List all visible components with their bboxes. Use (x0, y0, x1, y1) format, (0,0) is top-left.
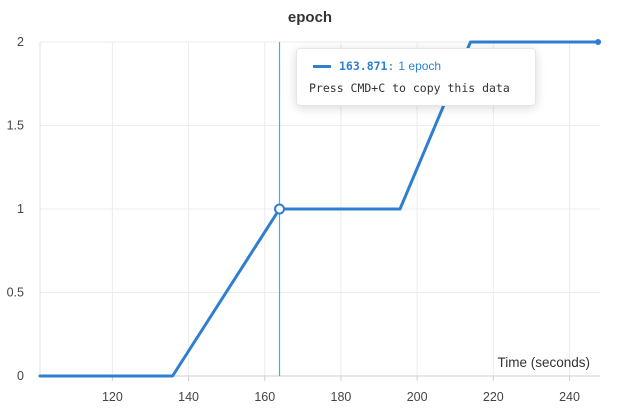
x-tick-label: 140 (178, 390, 199, 404)
series-line (38, 40, 600, 378)
x-tick-label: 200 (407, 390, 428, 404)
series-end-point (595, 39, 602, 45)
x-tick-label: 240 (559, 390, 580, 404)
x-tick-label: 180 (331, 390, 352, 404)
tooltip-separator: : (387, 59, 395, 73)
tooltip-swatch (313, 64, 331, 68)
tooltip: 163.871 : 1 epoch Press CMD+C to copy th… (296, 48, 536, 106)
x-tick-label: 220 (483, 390, 504, 404)
x-tick-label: 160 (254, 390, 275, 404)
tooltip-y-value: 1 epoch (398, 59, 442, 73)
y-tick-label: 1 (17, 202, 24, 216)
hover-point (274, 203, 286, 215)
tooltip-hint: Press CMD+C to copy this data (309, 81, 510, 95)
chart-title: epoch (288, 9, 332, 26)
series-epoch (38, 39, 602, 378)
x-axis-label: Time (seconds) (497, 355, 590, 370)
y-tick-label: 1.5 (7, 119, 24, 133)
tooltip-series-row: 163.871 : 1 epoch (309, 57, 523, 75)
x-tick-label: 120 (102, 390, 123, 404)
y-tick-label: 2 (17, 35, 24, 49)
y-axis: 0 0.5 1 1.5 2 (7, 35, 41, 383)
x-axis: 120 140 160 180 200 220 240 (40, 375, 600, 404)
tooltip-x-value: 163.871 (339, 59, 388, 73)
y-tick-label: 0 (17, 369, 24, 383)
y-tick-label: 0.5 (7, 286, 24, 300)
